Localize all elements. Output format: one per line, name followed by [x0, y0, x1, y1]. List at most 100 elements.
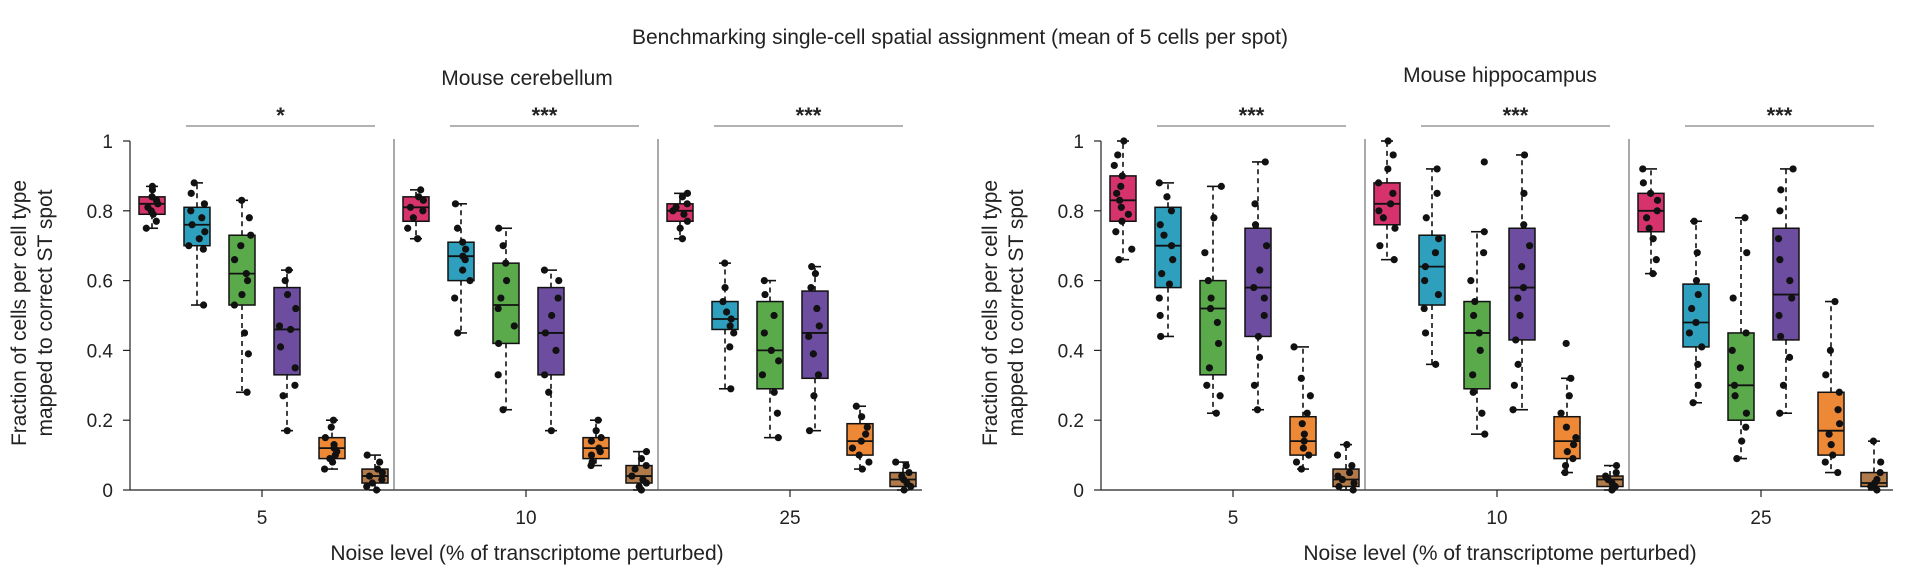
data-point: [540, 266, 549, 274]
data-point: [1469, 388, 1477, 396]
data-point: [1116, 196, 1124, 204]
significance-label: ***: [1767, 103, 1793, 128]
data-point: [1743, 249, 1751, 257]
data-point: [1516, 311, 1524, 320]
data-point: [1298, 420, 1306, 428]
data-point: [855, 451, 863, 459]
data-point: [1480, 228, 1488, 236]
data-point: [1831, 297, 1839, 306]
data-point: [858, 465, 866, 473]
data-point: [721, 283, 729, 292]
data-point: [201, 228, 209, 236]
data-point: [237, 242, 245, 250]
data-point: [1572, 434, 1580, 442]
data-point: [1350, 479, 1358, 487]
data-point: [1420, 304, 1428, 313]
data-point: [1256, 266, 1264, 274]
box-method_5: [1553, 339, 1581, 477]
data-point: [1167, 207, 1176, 215]
data-point: [1776, 207, 1784, 215]
data-point: [1776, 332, 1785, 341]
box-method_4: [1508, 151, 1536, 414]
data-point: [1562, 339, 1570, 348]
data-point: [1421, 263, 1429, 271]
data-point: [1433, 189, 1441, 197]
data-point: [767, 346, 775, 354]
data-point: [199, 301, 208, 309]
data-point: [363, 482, 371, 491]
data-point: [1514, 360, 1522, 368]
data-point: [1290, 343, 1298, 351]
data-point: [555, 277, 563, 285]
data-point: [1124, 210, 1132, 218]
data-point: [1567, 374, 1575, 382]
data-point: [726, 322, 734, 330]
data-point: [1834, 468, 1842, 477]
data-point: [1303, 409, 1311, 417]
data-point: [683, 200, 691, 208]
data-point: [1297, 374, 1305, 382]
data-point: [1779, 381, 1788, 389]
box-body: [1244, 227, 1272, 338]
data-point: [1343, 441, 1351, 449]
data-point: [1128, 245, 1136, 253]
data-point: [1432, 360, 1440, 368]
data-point: [1217, 182, 1225, 190]
data-point: [1514, 294, 1522, 302]
y-axis-label-line-1: Fraction of cells per cell type: [979, 180, 1002, 446]
data-point: [1118, 217, 1126, 225]
data-point: [552, 346, 560, 354]
data-point: [1690, 217, 1698, 225]
data-point: [1834, 406, 1842, 414]
data-point: [376, 458, 384, 466]
data-point: [631, 465, 639, 473]
data-point: [1789, 165, 1797, 173]
data-point: [1776, 256, 1784, 264]
data-point: [1694, 360, 1702, 368]
box-body: [447, 241, 475, 282]
data-point: [1391, 224, 1399, 232]
data-point: [722, 308, 731, 316]
data-point: [1421, 329, 1430, 337]
data-point: [1563, 448, 1571, 456]
data-point: [283, 290, 292, 299]
data-point: [275, 322, 284, 330]
data-point: [628, 472, 636, 480]
data-point: [415, 193, 423, 201]
data-point: [1822, 371, 1830, 379]
data-point: [292, 304, 300, 313]
data-point: [727, 385, 735, 393]
data-point: [1469, 371, 1477, 379]
data-point: [285, 266, 293, 274]
box-body: [1199, 279, 1227, 376]
data-point: [1526, 242, 1534, 250]
box-method_6: [889, 458, 917, 494]
box-method_2: [1418, 165, 1446, 368]
data-point: [1518, 263, 1526, 271]
data-point: [1646, 189, 1655, 197]
data-point: [1470, 311, 1478, 320]
data-point: [1742, 423, 1750, 431]
data-point: [502, 277, 511, 285]
y-tick-label: 0.2: [87, 411, 113, 432]
data-point: [1689, 399, 1697, 407]
significance-label: ***: [796, 103, 822, 128]
data-point: [1876, 468, 1884, 477]
data-point: [1216, 392, 1224, 400]
data-point: [1652, 256, 1660, 264]
data-point: [1297, 465, 1306, 473]
data-point: [1639, 165, 1647, 173]
data-point: [548, 311, 556, 320]
data-point: [902, 461, 910, 470]
data-point: [510, 322, 518, 330]
data-point: [1306, 392, 1314, 400]
data-point: [1431, 249, 1440, 257]
data-point: [1433, 165, 1441, 173]
data-point: [1113, 189, 1121, 197]
data-point: [1835, 388, 1843, 396]
data-point: [1163, 193, 1171, 201]
data-point: [238, 290, 246, 299]
data-point: [863, 423, 871, 431]
y-axis-label-line-2: mapped to correct ST spot: [34, 189, 57, 436]
